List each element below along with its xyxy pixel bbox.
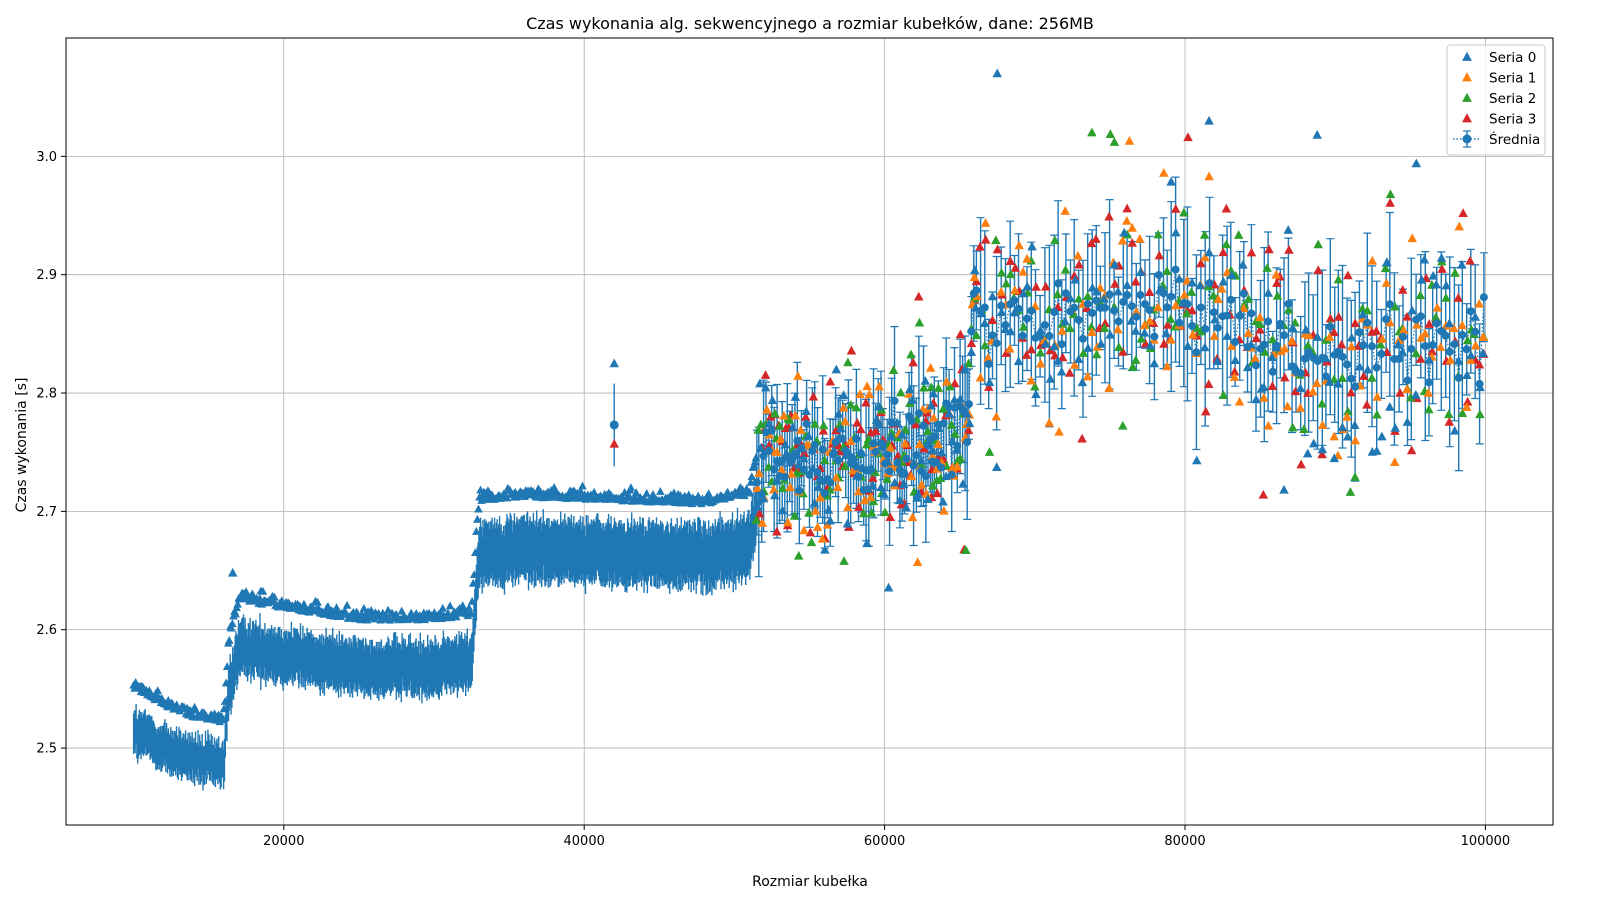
x-tick-label: 40000 bbox=[564, 834, 605, 849]
seria3-markers bbox=[752, 197, 1489, 554]
y-tick-label: 2.5 bbox=[36, 742, 57, 757]
markers bbox=[129, 68, 1489, 726]
outlier-marker bbox=[136, 681, 146, 691]
chart-title: Czas wykonania alg. sekwencyjnego a rozm… bbox=[526, 14, 1094, 33]
outlier-marker bbox=[227, 567, 238, 577]
outlier-mean-marker bbox=[609, 420, 619, 430]
plot-area bbox=[129, 68, 1489, 791]
legend-label: Seria 2 bbox=[1489, 91, 1536, 107]
plot-frame bbox=[65, 37, 1554, 826]
outlier-marker bbox=[1183, 132, 1193, 142]
y-tick-label: 2.6 bbox=[36, 623, 57, 638]
mean-dotted-line bbox=[133, 269, 1485, 770]
outlier-marker bbox=[839, 556, 849, 565]
x-tick-label: 80000 bbox=[1164, 834, 1205, 849]
legend-marker-triangle bbox=[1462, 113, 1472, 123]
x-axis-label: Rozmiar kubełka bbox=[752, 874, 868, 890]
outlier-marker bbox=[992, 68, 1003, 78]
legend-marker-triangle bbox=[1462, 51, 1472, 61]
legend-marker-triangle bbox=[1462, 72, 1472, 82]
x-tick-label: 20000 bbox=[263, 834, 304, 849]
outlier-marker bbox=[1204, 115, 1214, 125]
legend-label: Seria 3 bbox=[1489, 112, 1536, 128]
legend: Seria 0 Seria 1 Seria 2 Seria 3 Średnia bbox=[1446, 44, 1546, 156]
seria2-markers bbox=[751, 129, 1489, 560]
outlier-marker bbox=[1312, 130, 1322, 139]
legend-marker-triangle bbox=[1462, 92, 1472, 102]
legend-label: Średnia bbox=[1489, 130, 1540, 148]
y-axis-label: Czas wykonania [s] bbox=[14, 378, 30, 513]
mean-markers bbox=[752, 265, 1488, 506]
outlier-marker bbox=[1124, 135, 1135, 145]
y-tick-label: 2.7 bbox=[36, 505, 57, 520]
legend-box bbox=[1446, 44, 1546, 156]
seria0-markers bbox=[752, 176, 1488, 592]
outlier-marker bbox=[609, 358, 619, 368]
outlier-marker bbox=[1411, 158, 1422, 168]
axis-ticks: 20000 40000 60000 80000 100000 2.5 2.6 2.7 2.8 2.… bbox=[36, 150, 1510, 849]
legend-label: Seria 0 bbox=[1489, 50, 1536, 66]
legend-label: Seria 1 bbox=[1489, 71, 1536, 87]
mean-line bbox=[133, 269, 1485, 770]
outlier-marker bbox=[1109, 137, 1120, 146]
x-tick-label: 100000 bbox=[1461, 834, 1511, 849]
seria1-markers bbox=[752, 168, 1488, 543]
outlier-marker bbox=[912, 557, 923, 567]
y-tick-label: 3.0 bbox=[36, 150, 57, 165]
x-tick-label: 60000 bbox=[864, 834, 905, 849]
outlier-marker bbox=[1087, 127, 1097, 137]
y-tick-label: 2.9 bbox=[36, 268, 57, 283]
outlier-marker bbox=[609, 438, 619, 448]
legend-marker-circle bbox=[1462, 134, 1472, 144]
y-tick-label: 2.8 bbox=[36, 387, 57, 402]
